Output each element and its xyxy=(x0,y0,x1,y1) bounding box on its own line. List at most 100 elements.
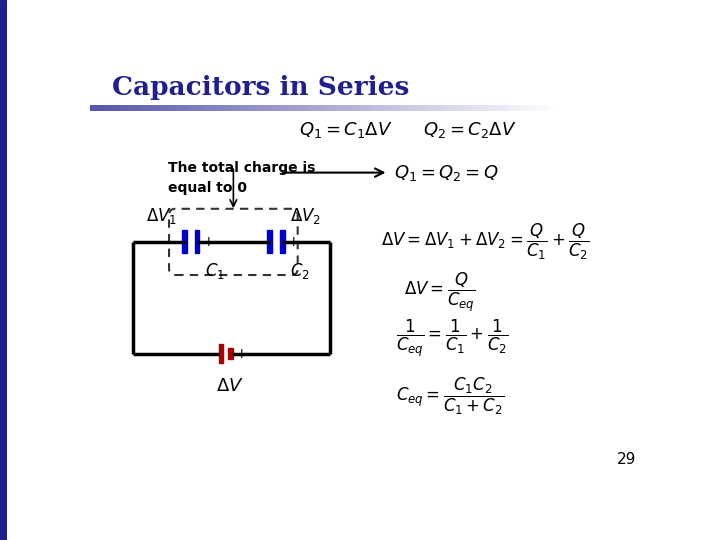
Bar xyxy=(132,105,135,111)
Text: Capacitors in Series: Capacitors in Series xyxy=(112,76,409,100)
Bar xyxy=(361,105,364,111)
Bar xyxy=(204,105,207,111)
Text: $\Delta V = \dfrac{Q}{C_{eq}}$: $\Delta V = \dfrac{Q}{C_{eq}}$ xyxy=(404,270,476,314)
Bar xyxy=(483,105,486,111)
Bar xyxy=(344,105,347,111)
Bar xyxy=(634,105,637,111)
Text: $C_{eq} = \dfrac{C_1 C_2}{C_1 + C_2}$: $C_{eq} = \dfrac{C_1 C_2}{C_1 + C_2}$ xyxy=(396,375,505,416)
Bar xyxy=(207,105,210,111)
Bar xyxy=(433,105,436,111)
Bar xyxy=(138,105,140,111)
Bar xyxy=(227,105,230,111)
Bar xyxy=(481,105,483,111)
Bar xyxy=(154,105,157,111)
Bar xyxy=(90,105,93,111)
Bar xyxy=(305,105,307,111)
Bar xyxy=(523,105,526,111)
Bar xyxy=(313,105,316,111)
Bar xyxy=(531,105,534,111)
Bar xyxy=(151,105,154,111)
Bar xyxy=(413,105,416,111)
Bar xyxy=(291,105,294,111)
Bar xyxy=(135,105,138,111)
Text: 29: 29 xyxy=(617,452,636,467)
Bar xyxy=(380,105,383,111)
Bar xyxy=(260,105,263,111)
Bar xyxy=(534,105,536,111)
Bar xyxy=(358,105,361,111)
Text: The total charge is
equal to 0: The total charge is equal to 0 xyxy=(168,161,315,194)
Bar xyxy=(302,105,305,111)
Text: $\Delta V = \Delta V_1 + \Delta V_2 = \dfrac{Q}{C_1} + \dfrac{Q}{C_2}$: $\Delta V = \Delta V_1 + \Delta V_2 = \d… xyxy=(381,222,590,262)
Bar xyxy=(400,105,402,111)
Bar xyxy=(190,105,193,111)
Bar xyxy=(297,105,300,111)
Bar xyxy=(392,105,394,111)
Text: $\Delta V_2$: $\Delta V_2$ xyxy=(290,206,321,226)
Bar xyxy=(645,105,648,111)
Bar xyxy=(263,105,266,111)
Bar xyxy=(508,105,511,111)
Bar xyxy=(626,105,629,111)
Bar xyxy=(115,105,118,111)
Bar xyxy=(431,105,433,111)
Text: $+$: $+$ xyxy=(235,347,247,361)
Bar xyxy=(623,105,626,111)
Bar xyxy=(179,105,182,111)
Bar xyxy=(603,105,606,111)
Bar xyxy=(600,105,603,111)
Bar xyxy=(489,105,492,111)
Bar xyxy=(441,105,444,111)
Bar xyxy=(333,105,336,111)
Text: $+$: $+$ xyxy=(287,235,299,249)
Bar xyxy=(157,105,160,111)
Text: $\Delta V$: $\Delta V$ xyxy=(216,377,243,395)
Bar xyxy=(612,105,615,111)
Bar xyxy=(486,105,489,111)
Bar xyxy=(444,105,447,111)
Bar xyxy=(456,105,459,111)
Bar xyxy=(467,105,469,111)
Bar xyxy=(562,105,564,111)
Bar xyxy=(492,105,495,111)
Bar xyxy=(411,105,413,111)
Bar xyxy=(224,105,227,111)
Bar xyxy=(405,105,408,111)
Bar xyxy=(372,105,374,111)
Bar xyxy=(397,105,400,111)
Bar xyxy=(182,105,185,111)
Bar xyxy=(271,105,274,111)
Text: $+$: $+$ xyxy=(202,235,214,249)
Bar xyxy=(185,105,188,111)
Bar xyxy=(416,105,419,111)
Bar xyxy=(243,105,246,111)
Bar xyxy=(277,105,280,111)
Bar xyxy=(547,105,550,111)
Bar xyxy=(595,105,598,111)
Bar xyxy=(252,105,255,111)
Bar xyxy=(419,105,422,111)
Bar xyxy=(422,105,425,111)
Bar xyxy=(478,105,481,111)
Text: $\Delta V_1$: $\Delta V_1$ xyxy=(145,206,177,226)
Bar xyxy=(500,105,503,111)
Bar xyxy=(233,105,235,111)
Bar xyxy=(112,105,115,111)
Bar xyxy=(428,105,431,111)
Bar xyxy=(196,105,199,111)
Bar xyxy=(394,105,397,111)
Bar xyxy=(341,105,344,111)
Bar xyxy=(307,105,310,111)
Bar xyxy=(364,105,366,111)
Bar xyxy=(453,105,456,111)
Bar xyxy=(246,105,249,111)
Bar xyxy=(542,105,545,111)
Text: $C_1$: $C_1$ xyxy=(204,261,225,281)
Bar xyxy=(280,231,284,253)
Bar xyxy=(553,105,556,111)
Bar xyxy=(228,348,233,359)
Bar xyxy=(285,105,288,111)
Bar xyxy=(140,105,143,111)
Bar xyxy=(129,105,132,111)
Text: $C_2$: $C_2$ xyxy=(290,261,310,281)
